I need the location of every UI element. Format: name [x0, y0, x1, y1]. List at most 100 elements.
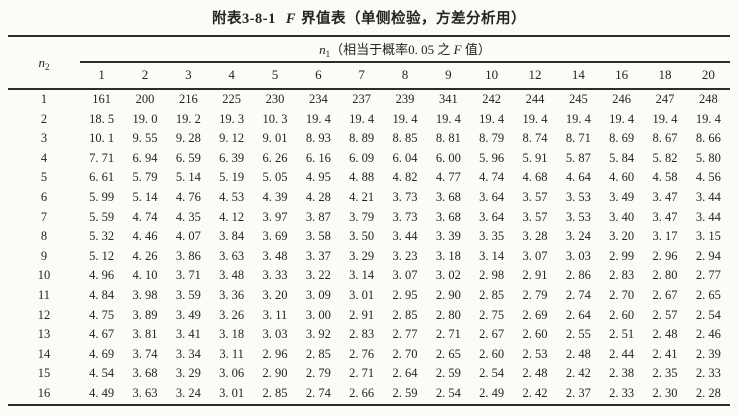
f-value-cell: 4. 95: [305, 170, 331, 185]
f-value-cell: 3. 50: [349, 229, 375, 244]
f-value-cell: 3. 33: [262, 268, 288, 283]
f-value-cell: 3. 06: [219, 366, 245, 381]
f-value-cell: 3. 11: [262, 307, 288, 322]
f-value-cell: 6. 26: [262, 150, 288, 165]
f-value-cell: 2. 64: [392, 366, 418, 381]
f-value-cell: 5. 99: [89, 189, 115, 204]
table-row: 16 4. 49 3. 63 3. 24 3. 01 2. 85 2. 74 2. 66 2. …: [8, 384, 730, 404]
f-value-cell: 2. 79: [305, 366, 331, 381]
f-value-cell: 3. 87: [305, 209, 331, 224]
f-value-cell: 2. 79: [522, 287, 548, 302]
f-value-cell: 3. 07: [522, 248, 548, 263]
f-value-cell: 3. 00: [305, 307, 331, 322]
row-values: 4. 49 3. 63 3. 24 3. 01 2. 85 2. 74 2. 66 2. 59…: [80, 384, 730, 404]
f-value-cell: 2. 71: [435, 327, 461, 342]
table-title-text: 界值表（单侧检验，方差分析用）: [301, 11, 527, 27]
table-row: 9 5. 12 4. 26 3. 86 3. 63 3. 48 3. 37 3. 29 3. 2…: [8, 247, 730, 267]
f-value-cell: 2. 60: [479, 346, 505, 361]
f-value-cell: 2. 64: [565, 307, 591, 322]
f-value-cell: 4. 07: [175, 229, 201, 244]
row-values: 6. 61 5. 79 5. 14 5. 19 5. 05 4. 95 4. 88 4. 82…: [80, 168, 730, 188]
row-values: 5. 59 4. 74 4. 35 4. 12 3. 97 3. 87 3. 79 3. 73…: [80, 208, 730, 228]
f-value-cell: 3. 48: [219, 268, 245, 283]
f-value-cell: 19. 4: [479, 111, 505, 126]
f-value-cell: 4. 84: [89, 287, 115, 302]
f-value-cell: 6. 61: [89, 170, 115, 185]
f-value-cell: 5. 05: [262, 170, 288, 185]
table-row: 7 5. 59 4. 74 4. 35 4. 12 3. 97 3. 87 3. 79 3. 7…: [8, 208, 730, 228]
f-value-cell: 239: [395, 92, 415, 106]
f-value-cell: 3. 57: [522, 209, 548, 224]
row-values: 7. 71 6. 94 6. 59 6. 39 6. 26 6. 16 6. 09 6. 04…: [80, 149, 730, 169]
f-value-cell: 19. 0: [132, 111, 158, 126]
row-label-n2: 7: [40, 209, 48, 224]
f-value-cell: 3. 40: [609, 209, 635, 224]
f-value-cell: 245: [568, 92, 588, 106]
f-value-cell: 161: [92, 92, 112, 106]
f-value-cell: 2. 39: [695, 346, 721, 361]
f-value-cell: 4. 53: [219, 189, 245, 204]
row-label-n2: 3: [40, 131, 48, 146]
row-label-n2: 13: [37, 327, 51, 342]
row-values: 5. 99 5. 14 4. 76 4. 53 4. 39 4. 28 4. 21 3. 73…: [80, 188, 730, 208]
row-label-n2: 9: [40, 248, 48, 263]
f-value-cell: 3. 18: [435, 248, 461, 263]
f-value-cell: 2. 57: [652, 307, 678, 322]
f-value-cell: 3. 24: [565, 229, 591, 244]
f-value-cell: 4. 67: [89, 327, 115, 342]
f-value-cell: 3. 84: [219, 229, 245, 244]
n1-f-symbol: F: [453, 42, 462, 57]
f-value-cell: 5. 82: [652, 150, 678, 165]
f-value-cell: 4. 60: [609, 170, 635, 185]
row-label-n2: 10: [37, 268, 51, 283]
f-value-cell: 4. 75: [89, 307, 115, 322]
f-value-cell: 19. 4: [522, 111, 548, 126]
row-label-n2: 11: [37, 287, 51, 302]
f-value-cell: 5. 14: [175, 170, 201, 185]
f-value-cell: 4. 77: [435, 170, 461, 185]
f-value-cell: 2. 96: [652, 248, 678, 263]
f-value-cell: 3. 98: [132, 287, 158, 302]
column-header-n1: 16: [615, 67, 629, 83]
table-row: 2 18. 5 19. 0 19. 2 19. 3 10. 3 19. 4 19. 4 19. …: [8, 110, 730, 130]
row-values: 4. 75 3. 89 3. 49 3. 26 3. 11 3. 00 2. 91 2. 85…: [80, 306, 730, 326]
f-value-cell: 3. 48: [262, 248, 288, 263]
column-header-n1: 7: [358, 67, 365, 83]
f-value-cell: 19. 4: [435, 111, 461, 126]
f-value-cell: 2. 85: [392, 307, 418, 322]
table-row: 13 4. 67 3. 81 3. 41 3. 18 3. 03 3. 92 2. 83 2. …: [8, 325, 730, 345]
column-header-n1: 1: [98, 67, 105, 83]
f-value-cell: 248: [698, 92, 718, 106]
f-value-cell: 6. 59: [175, 150, 201, 165]
row-values: 4. 54 3. 68 3. 29 3. 06 2. 90 2. 79 2. 71 2. 64…: [80, 364, 730, 384]
f-value-cell: 19. 4: [565, 111, 591, 126]
f-value-cell: 2. 83: [349, 327, 375, 342]
f-value-cell: 3. 58: [305, 229, 331, 244]
f-value-cell: 3. 29: [175, 366, 201, 381]
f-value-cell: 8. 85: [392, 131, 418, 146]
n1-subscript: 1: [325, 49, 331, 59]
f-value-cell: 4. 82: [392, 170, 418, 185]
f-value-cell: 2. 75: [479, 307, 505, 322]
f-value-cell: 4. 54: [89, 366, 115, 381]
f-value-cell: 2. 85: [305, 346, 331, 361]
f-value-cell: 4. 69: [89, 346, 115, 361]
n1-description-post: 值）: [461, 42, 491, 57]
f-value-cell: 2. 33: [695, 366, 721, 381]
column-header-n1: 3: [185, 67, 192, 83]
row-label-n2: 2: [40, 111, 48, 126]
f-value-cell: 5. 14: [132, 189, 158, 204]
f-value-cell: 242: [482, 92, 502, 106]
n1-header-rule: [80, 61, 730, 63]
f-value-cell: 2. 74: [565, 287, 591, 302]
table-row: 6 5. 99 5. 14 4. 76 4. 53 4. 39 4. 28 4. 21 3. 7…: [8, 188, 730, 208]
f-value-cell: 5. 87: [565, 150, 591, 165]
n1-description-pre: （相当于概率0. 05 之: [330, 42, 454, 57]
f-value-cell: 3. 24: [175, 385, 201, 400]
f-value-cell: 5. 79: [132, 170, 158, 185]
f-value-cell: 3. 47: [652, 189, 678, 204]
f-value-cell: 2. 60: [609, 307, 635, 322]
f-value-cell: 3. 63: [132, 385, 158, 400]
row-values: 10. 1 9. 55 9. 28 9. 12 9. 01 8. 93 8. 89 8. 85…: [80, 129, 730, 149]
